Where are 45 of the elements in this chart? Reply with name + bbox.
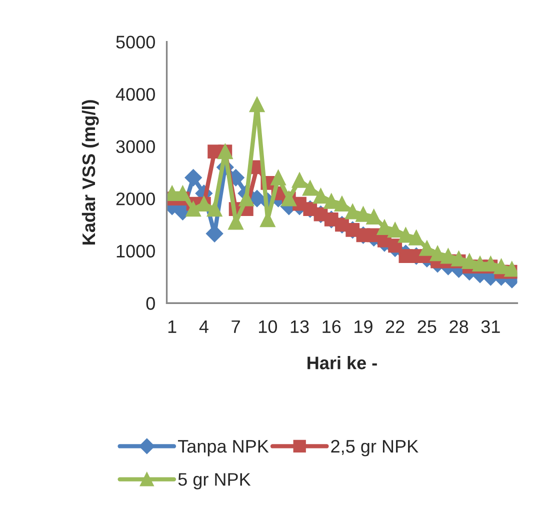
x-tick-label: 7 <box>232 320 240 333</box>
legend-label: 5 gr NPK <box>178 473 251 490</box>
y-tick-label: 1000 <box>116 244 155 258</box>
point <box>387 222 403 238</box>
x-tick-label: 22 <box>386 320 404 333</box>
y-tick-label: 5000 <box>116 36 155 49</box>
legend-label: 2,5 gr NPK <box>331 440 418 456</box>
legend-label: Tanpa NPK <box>178 440 269 456</box>
point <box>344 204 360 220</box>
point <box>430 246 446 262</box>
point <box>302 180 318 196</box>
x-tick-label: 13 <box>290 320 309 334</box>
point <box>356 206 371 222</box>
x-tick-label: 19 <box>354 320 372 334</box>
point <box>324 194 340 209</box>
point <box>206 201 222 217</box>
y-tick-label: 4000 <box>116 88 155 101</box>
x-tick-label: 28 <box>450 320 468 334</box>
point <box>494 258 509 274</box>
x-tick-label: 25 <box>418 320 436 334</box>
x-tick-label: 16 <box>322 320 341 334</box>
point <box>249 96 265 112</box>
point <box>292 172 308 188</box>
x-axis-title: Hari ke - <box>308 356 377 370</box>
point <box>334 196 350 212</box>
x-tick-label: 4 <box>199 320 208 333</box>
point <box>186 201 201 217</box>
point <box>270 170 286 186</box>
point <box>440 248 456 264</box>
point <box>408 230 424 246</box>
point <box>398 228 414 243</box>
y-axis-title: Kadar VSS (mg/l) <box>82 100 99 244</box>
point <box>462 254 478 269</box>
point <box>184 169 202 186</box>
x-tick-label: 31 <box>481 320 500 334</box>
x-tick-label: 10 <box>258 320 277 334</box>
point <box>313 188 328 204</box>
x-tick-label: 1 <box>168 320 176 333</box>
point <box>451 251 466 266</box>
point <box>419 240 435 256</box>
point <box>376 220 392 235</box>
y-tick-label: 0 <box>146 297 155 310</box>
y-tick-label: 2000 <box>116 192 155 206</box>
y-tick-label: 3000 <box>116 140 155 154</box>
point <box>366 209 382 225</box>
